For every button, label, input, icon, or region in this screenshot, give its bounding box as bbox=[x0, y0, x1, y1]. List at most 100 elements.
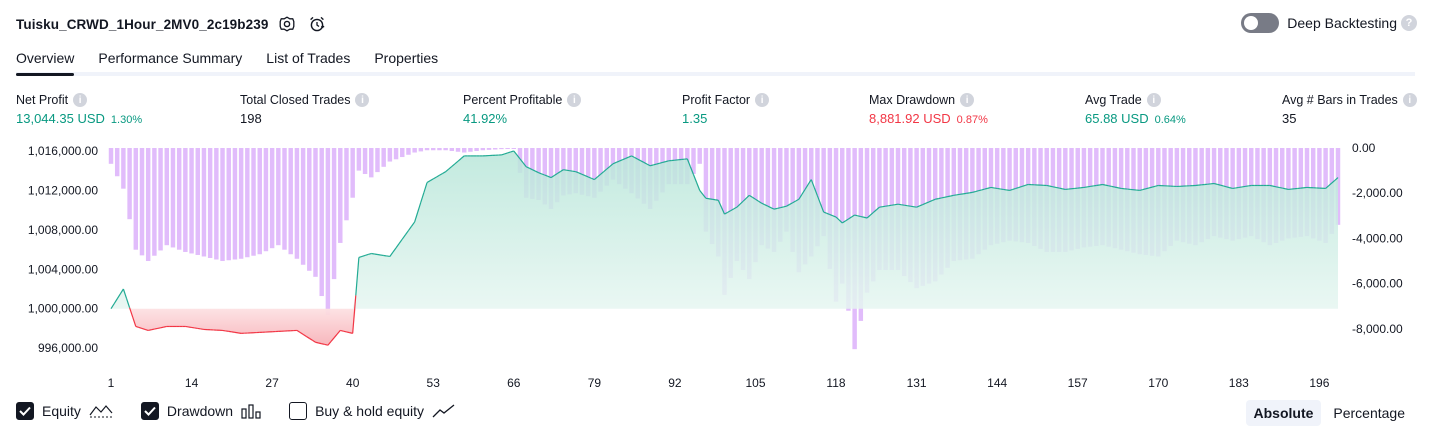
equity-line-segment bbox=[1155, 184, 1159, 187]
equity-line-segment bbox=[454, 160, 459, 165]
equity-line-segment bbox=[1049, 185, 1054, 188]
equity-line-segment bbox=[816, 195, 822, 205]
equity-line-segment bbox=[591, 177, 595, 181]
drawdown-bar bbox=[511, 148, 517, 149]
equity-line-segment bbox=[634, 157, 639, 160]
equity-line-segment bbox=[550, 175, 555, 179]
drawdown-bar bbox=[307, 148, 312, 271]
drawdown-bar bbox=[573, 148, 578, 194]
equity-line-segment bbox=[860, 215, 865, 218]
equity-line-segment bbox=[622, 157, 626, 161]
equity-line-segment bbox=[417, 202, 422, 213]
equity-line-segment bbox=[699, 190, 704, 195]
equity-line-segment bbox=[938, 197, 942, 200]
equity-line-segment bbox=[532, 169, 536, 172]
drawdown-bar bbox=[381, 148, 386, 167]
equity-line-segment bbox=[857, 215, 861, 218]
equity-line-segment bbox=[609, 163, 614, 167]
equity-line-segment bbox=[975, 190, 979, 193]
equity-line-segment bbox=[1151, 185, 1156, 188]
deep-backtesting-toggle[interactable] bbox=[1241, 13, 1280, 33]
equity-line-segment bbox=[777, 207, 781, 209]
equity-line-segment bbox=[507, 151, 511, 154]
metric-avg-bars-in-trades: Avg # Bars in Trades i 35 bbox=[1282, 93, 1417, 126]
equity-line-segment bbox=[1114, 186, 1119, 189]
equity-line-segment bbox=[411, 221, 416, 227]
settings-icon[interactable] bbox=[276, 13, 298, 35]
left-axis-tick-label: 1,016,000.00 bbox=[28, 144, 98, 158]
equity-line-segment bbox=[752, 196, 756, 200]
equity-line-segment bbox=[504, 152, 508, 155]
equity-line-segment bbox=[767, 205, 772, 209]
drawdown-bar bbox=[734, 148, 740, 262]
equity-line-segment bbox=[665, 160, 669, 163]
info-icon[interactable]: i bbox=[960, 93, 975, 107]
percentage-mode-button[interactable]: Percentage bbox=[1333, 405, 1405, 421]
drawdown-bar bbox=[393, 148, 399, 160]
right-axis-tick-label: -6,000.00 bbox=[1352, 277, 1403, 291]
legend-buy-hold[interactable]: Buy & hold equity bbox=[289, 402, 456, 420]
tab-overview[interactable]: Overview bbox=[16, 44, 75, 76]
legend-drawdown[interactable]: Drawdown bbox=[140, 402, 261, 420]
equity-line-segment bbox=[649, 164, 654, 167]
equity-line-segment bbox=[907, 205, 911, 207]
equity-line-segment bbox=[448, 165, 453, 170]
equity-line-segment bbox=[160, 326, 164, 329]
equity-line-segment bbox=[612, 161, 617, 165]
equity-line-segment bbox=[237, 332, 242, 334]
equity-line-segment bbox=[798, 194, 803, 200]
tab-list-of-trades[interactable]: List of Trades bbox=[266, 50, 351, 66]
equity-line-segment bbox=[392, 247, 397, 253]
equity-line-segment bbox=[978, 189, 982, 192]
equity-line-segment bbox=[352, 295, 357, 334]
drawdown-bar bbox=[108, 148, 114, 164]
equity-checkbox[interactable] bbox=[16, 402, 34, 420]
info-icon[interactable]: i bbox=[1402, 93, 1417, 107]
drawdown-checkbox[interactable] bbox=[140, 402, 159, 420]
metric-percent: 0.87% bbox=[956, 114, 988, 126]
equity-line-segment bbox=[135, 325, 140, 329]
x-axis-tick-label: 118 bbox=[826, 376, 845, 390]
equity-line-segment bbox=[1325, 185, 1330, 189]
drawdown-bar bbox=[251, 148, 256, 256]
left-axis-tick-label: 1,004,000.00 bbox=[28, 262, 98, 276]
equity-drawdown-chart[interactable]: 1,016,000.00 1,012,000.00 1,008,000.00 1,00… bbox=[0, 140, 1431, 396]
info-icon[interactable]: i bbox=[73, 93, 88, 107]
tab-properties[interactable]: Properties bbox=[374, 50, 439, 66]
help-icon[interactable]: ? bbox=[1401, 15, 1417, 31]
info-icon[interactable]: i bbox=[567, 93, 582, 107]
metric-value: 198 bbox=[240, 111, 262, 126]
buy-hold-checkbox[interactable] bbox=[289, 402, 308, 420]
equity-line-segment bbox=[742, 197, 747, 202]
equity-line-segment bbox=[535, 170, 539, 174]
equity-line-segment bbox=[935, 198, 939, 200]
equity-line-segment bbox=[355, 257, 360, 296]
absolute-mode-button[interactable]: Absolute bbox=[1245, 400, 1322, 426]
equity-line-segment bbox=[330, 337, 335, 342]
drawdown-bar bbox=[152, 148, 157, 256]
alarm-clock-icon[interactable] bbox=[306, 13, 328, 35]
equity-line-segment bbox=[1102, 183, 1106, 186]
drawdown-bar bbox=[319, 148, 324, 297]
info-icon[interactable]: i bbox=[755, 93, 770, 107]
equity-line-segment bbox=[1232, 187, 1236, 190]
drawdown-bar bbox=[480, 148, 486, 151]
drawdown-bar bbox=[462, 148, 467, 153]
equity-line-segment bbox=[773, 207, 778, 210]
equity-line-segment bbox=[712, 198, 716, 201]
equity-line-segment bbox=[783, 205, 787, 208]
equity-line-segment bbox=[194, 327, 198, 330]
equity-line-segment bbox=[653, 163, 657, 166]
info-icon[interactable]: i bbox=[355, 93, 370, 107]
equity-line-segment bbox=[1217, 183, 1221, 186]
x-axis-tick-label: 53 bbox=[427, 376, 441, 390]
equity-line-segment bbox=[132, 316, 137, 327]
equity-line-segment bbox=[1279, 186, 1283, 189]
legend-equity[interactable]: Equity bbox=[16, 402, 113, 420]
equity-line-segment bbox=[1024, 183, 1029, 187]
equity-line-segment bbox=[516, 154, 521, 160]
info-icon[interactable]: i bbox=[1146, 93, 1161, 107]
drawdown-bar bbox=[827, 148, 833, 269]
tab-performance-summary[interactable]: Performance Summary bbox=[98, 50, 243, 66]
equity-line-segment bbox=[730, 208, 735, 212]
